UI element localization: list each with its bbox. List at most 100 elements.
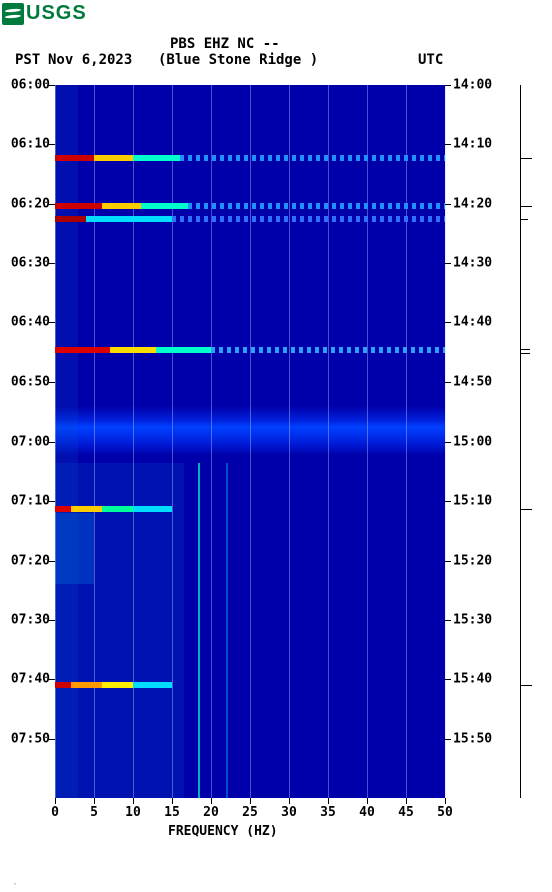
y-label-right: 15:40	[453, 671, 492, 686]
left-tz-label: PST	[15, 52, 40, 68]
event-marker	[520, 349, 530, 350]
x-tick	[406, 798, 407, 804]
event-segment	[55, 347, 110, 353]
seismic-event	[55, 155, 445, 161]
x-tick	[250, 798, 251, 804]
event-segment	[180, 155, 445, 161]
y-tick-right	[445, 561, 451, 562]
spectral-line	[198, 463, 200, 798]
y-label-right: 14:20	[453, 197, 492, 212]
x-tick	[289, 798, 290, 804]
y-label-left: 07:20	[4, 553, 50, 568]
event-segment	[55, 216, 86, 222]
y-label-right: 14:40	[453, 315, 492, 330]
y-tick-right	[445, 679, 451, 680]
x-axis-title: FREQUENCY (HZ)	[168, 824, 278, 839]
event-segment	[141, 203, 188, 209]
gridline	[328, 85, 329, 798]
spectrogram-plot	[55, 85, 445, 798]
x-tick	[94, 798, 95, 804]
spectral-line	[226, 463, 228, 798]
y-label-right: 15:10	[453, 493, 492, 508]
y-label-left: 06:20	[4, 197, 50, 212]
seismic-event	[55, 682, 445, 688]
event-segment	[110, 347, 157, 353]
y-tick-right	[445, 739, 451, 740]
x-tick	[172, 798, 173, 804]
x-tick-label: 25	[242, 805, 258, 820]
y-tick-right	[445, 144, 451, 145]
y-label-right: 14:10	[453, 137, 492, 152]
x-tick	[367, 798, 368, 804]
gridline	[406, 85, 407, 798]
footer-mark: ·	[12, 879, 18, 890]
logo-text: USGS	[26, 2, 87, 25]
x-tick-label: 20	[203, 805, 219, 820]
x-tick-label: 45	[398, 805, 414, 820]
seismic-event	[55, 347, 445, 353]
event-segment	[94, 155, 133, 161]
event-segment	[188, 203, 445, 209]
y-label-left: 06:40	[4, 315, 50, 330]
y-label-left: 07:00	[4, 434, 50, 449]
y-tick-right	[445, 442, 451, 443]
event-segment	[156, 347, 211, 353]
x-tick-label: 10	[125, 805, 141, 820]
gridline	[133, 85, 134, 798]
seismic-event	[55, 203, 445, 209]
gridline	[172, 85, 173, 798]
title-line-1: PBS EHZ NC --	[170, 36, 280, 52]
y-label-left: 06:00	[4, 78, 50, 93]
event-segment	[133, 155, 180, 161]
x-tick	[445, 798, 446, 804]
event-segment	[133, 506, 172, 512]
event-marker	[520, 353, 530, 354]
gridline	[289, 85, 290, 798]
x-tick-label: 5	[90, 805, 98, 820]
right-axis-line	[520, 85, 521, 798]
y-label-left: 07:30	[4, 612, 50, 627]
gridline	[250, 85, 251, 798]
right-tz-label: UTC	[418, 52, 443, 68]
x-tick-label: 50	[437, 805, 453, 820]
date-label: Nov 6,2023	[48, 52, 132, 68]
x-tick	[55, 798, 56, 804]
event-segment	[102, 506, 133, 512]
y-tick-right	[445, 263, 451, 264]
event-marker	[520, 219, 528, 220]
event-segment	[172, 216, 445, 222]
event-segment	[55, 506, 71, 512]
y-label-left: 07:10	[4, 493, 50, 508]
y-label-left: 06:10	[4, 137, 50, 152]
gridline	[55, 85, 56, 798]
event-segment	[211, 347, 445, 353]
usgs-logo: USGS	[2, 2, 87, 25]
x-tick-label: 0	[51, 805, 59, 820]
x-tick	[328, 798, 329, 804]
event-segment	[86, 216, 172, 222]
event-segment	[55, 155, 94, 161]
x-tick-label: 15	[164, 805, 180, 820]
y-tick-right	[445, 322, 451, 323]
x-tick-label: 40	[359, 805, 375, 820]
event-segment	[102, 203, 141, 209]
y-tick-right	[445, 85, 451, 86]
seismic-event	[55, 506, 445, 512]
y-label-right: 15:50	[453, 731, 492, 746]
event-marker	[520, 206, 532, 207]
event-marker	[520, 158, 532, 159]
y-label-right: 15:20	[453, 553, 492, 568]
event-segment	[55, 203, 102, 209]
gridline	[367, 85, 368, 798]
title-line-2: (Blue Stone Ridge )	[158, 52, 318, 68]
event-segment	[133, 682, 172, 688]
event-segment	[71, 682, 102, 688]
event-segment	[71, 506, 102, 512]
y-label-left: 07:40	[4, 671, 50, 686]
gridline	[94, 85, 95, 798]
event-marker	[520, 509, 532, 510]
faint-region	[55, 85, 78, 798]
y-label-right: 14:50	[453, 375, 492, 390]
y-label-right: 15:00	[453, 434, 492, 449]
x-tick	[211, 798, 212, 804]
